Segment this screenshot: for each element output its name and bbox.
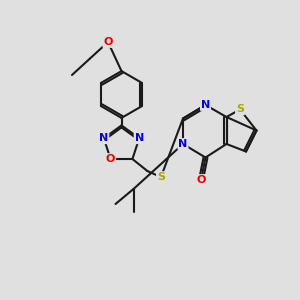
Text: O: O — [103, 37, 113, 47]
Text: N: N — [201, 100, 210, 110]
Text: S: S — [157, 172, 165, 182]
Text: N: N — [178, 139, 188, 149]
Text: N: N — [99, 133, 108, 143]
Text: N: N — [135, 133, 144, 143]
Text: O: O — [196, 175, 206, 185]
Text: O: O — [106, 154, 115, 164]
Text: S: S — [236, 104, 244, 115]
